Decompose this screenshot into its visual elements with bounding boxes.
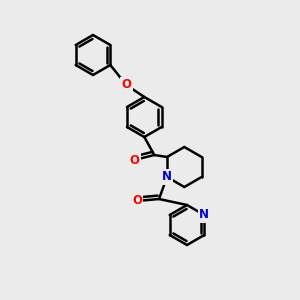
Text: O: O	[121, 79, 131, 92]
Text: O: O	[129, 154, 139, 166]
Text: O: O	[132, 194, 142, 208]
Text: N: N	[162, 170, 172, 184]
Text: N: N	[199, 208, 209, 221]
